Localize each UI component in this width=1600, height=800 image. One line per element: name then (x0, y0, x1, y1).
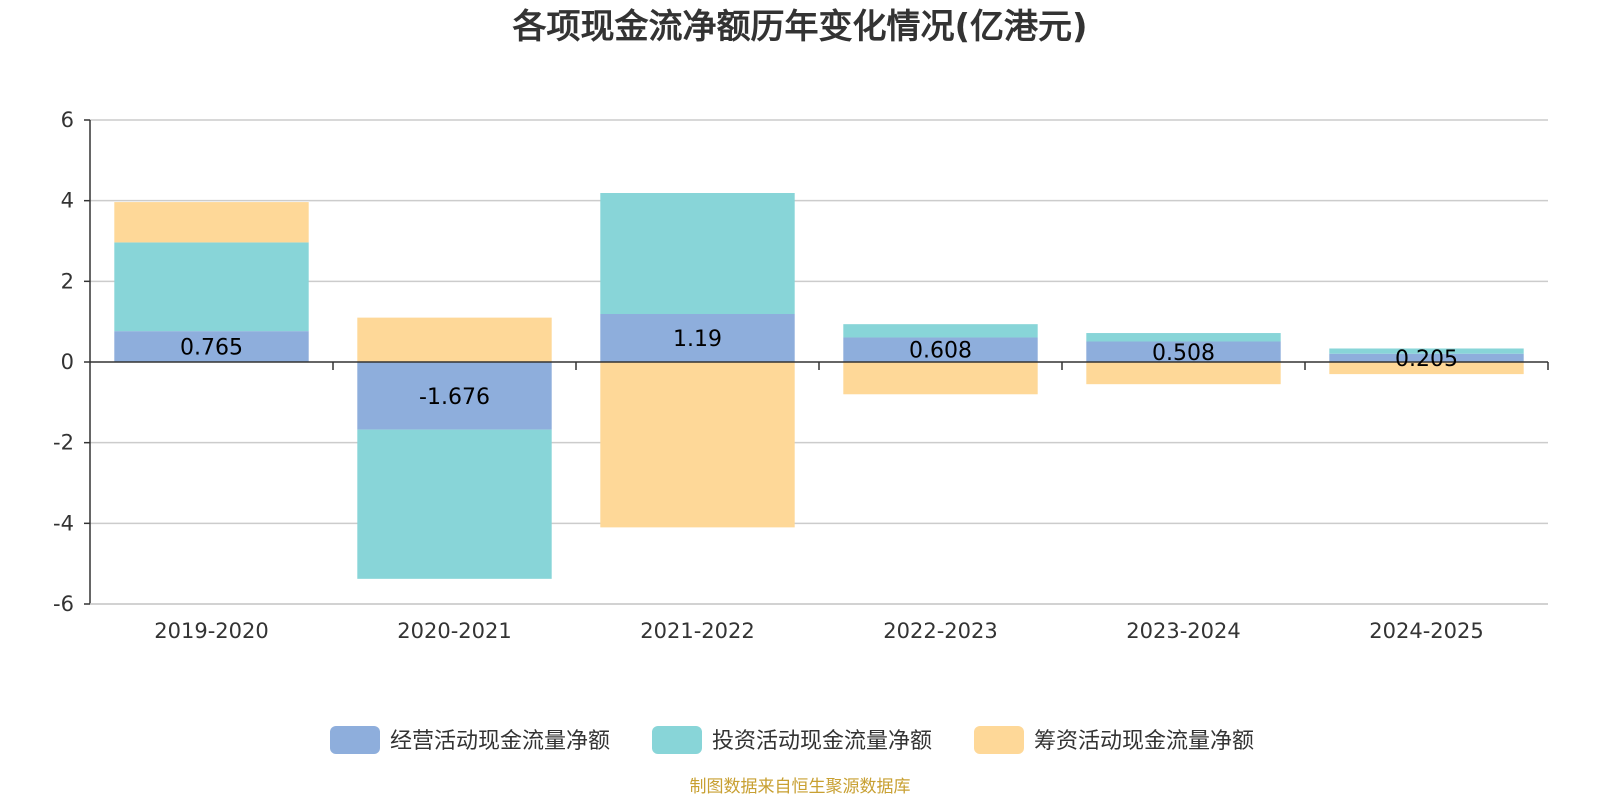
y-tick-label: -4 (53, 511, 74, 535)
bar-series-3 (1329, 362, 1524, 375)
bar-series-3 (600, 362, 795, 528)
y-tick-label: 0 (61, 350, 74, 374)
x-tick-label: 2023-2024 (1126, 619, 1240, 643)
legend-label: 经营活动现金流量净额 (390, 729, 610, 754)
legend-swatch (652, 726, 702, 754)
bar-series-1 (600, 314, 795, 362)
x-tick-label: 2020-2021 (397, 619, 511, 643)
bar-series-1 (114, 331, 309, 362)
data-label: 0.765 (180, 336, 243, 361)
chart-title: 各项现金流净额历年变化情况(亿港元) (512, 7, 1087, 47)
bar-series-2 (1329, 348, 1524, 354)
x-tick-label: 2021-2022 (640, 619, 754, 643)
bar-series-2 (1086, 333, 1281, 342)
data-label: 0.608 (909, 339, 972, 364)
legend-swatch (974, 726, 1024, 754)
bar-series-3 (114, 202, 309, 243)
y-tick-label: -6 (53, 592, 74, 616)
bar-series-3 (843, 362, 1038, 395)
y-tick-label: 2 (61, 269, 74, 293)
axes: -6 -4 -2 0 2 4 6 2019-2020 2020-2021 2021-2022 202… (53, 108, 1549, 643)
legend-label: 筹资活动现金流量净额 (1034, 729, 1254, 754)
x-tick-label: 2024-2025 (1369, 619, 1483, 643)
x-tick-label: 2022-2023 (883, 619, 997, 643)
bar-series-3 (357, 317, 552, 362)
source-note: 制图数据来自恒生聚源数据库 (690, 777, 911, 797)
bar-series-1 (1329, 353, 1524, 362)
y-tick-label: 6 (61, 108, 74, 132)
bar-series-3 (1086, 362, 1281, 385)
bar-series-2 (357, 429, 552, 579)
data-labels: 0.765 -1.676 1.19 0.608 0.508 0.205 (180, 327, 1458, 410)
bar-series-2 (114, 242, 309, 332)
legend-label: 投资活动现金流量净额 (712, 729, 932, 754)
data-label: -1.676 (419, 385, 490, 410)
bar-series-1 (357, 362, 552, 430)
y-tick-label: 4 (61, 189, 74, 213)
legend: 经营活动现金流量净额 投资活动现金流量净额 筹资活动现金流量净额 (330, 726, 1254, 754)
bar-series-1 (843, 337, 1038, 362)
legend-swatch (330, 726, 380, 754)
data-label: 0.508 (1152, 341, 1215, 366)
data-label: 0.205 (1395, 347, 1458, 372)
x-tick-label: 2019-2020 (154, 619, 268, 643)
bar-series-1 (1086, 341, 1281, 362)
data-label: 1.19 (673, 327, 722, 352)
bar-series-2 (843, 324, 1038, 338)
bar-series-2 (600, 193, 795, 315)
y-tick-label: -2 (53, 431, 74, 455)
bars (114, 193, 1524, 579)
